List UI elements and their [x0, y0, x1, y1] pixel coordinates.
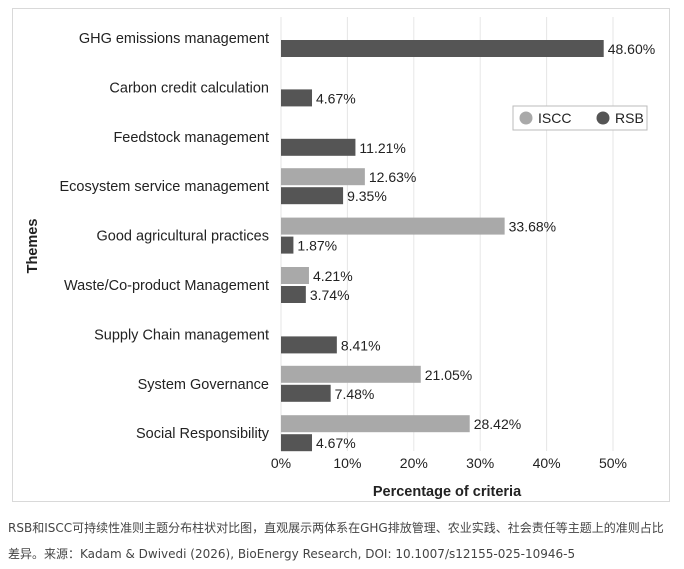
category-label: Supply Chain management: [94, 327, 269, 343]
bar-rsb: [281, 40, 604, 57]
data-label-iscc: 12.63%: [369, 169, 416, 185]
data-label-iscc: 28.42%: [474, 416, 521, 432]
legend-marker-rsb: [596, 111, 610, 125]
category-label: GHG emissions management: [79, 31, 269, 47]
legend-marker-iscc: [519, 111, 533, 125]
category-label: Good agricultural practices: [97, 229, 269, 245]
data-label-iscc: 4.21%: [313, 268, 353, 284]
caption-line-2: 差异。来源：Kadam & Dwivedi (2026), BioEnergy …: [8, 547, 576, 561]
caption-line-1: RSB和ISCC可持续性准则主题分布柱状对比图，直观展示两体系在GHG排放管理、…: [8, 521, 664, 535]
x-tick-label: 20%: [400, 455, 428, 471]
legend-label-iscc: ISCC: [538, 110, 571, 126]
bar-iscc: [281, 415, 470, 433]
data-label-rsb: 1.87%: [297, 238, 337, 254]
bar-iscc: [281, 217, 505, 235]
category-label: Carbon credit calculation: [109, 80, 269, 96]
x-tick-label: 30%: [466, 455, 494, 471]
category-label: Feedstock management: [113, 130, 269, 146]
data-label-rsb: 11.21%: [359, 140, 405, 156]
data-label-rsb: 48.60%: [608, 41, 655, 57]
category-label: Social Responsibility: [136, 426, 270, 442]
bar-chart: 0% 10% 20% 30% 40% 50% GHG emissions managemen…: [25, 17, 655, 500]
legend-label-rsb: RSB: [615, 110, 644, 126]
y-axis-title: Themes: [25, 219, 41, 274]
data-label-rsb: 4.67%: [316, 435, 356, 451]
bar-rsb: [281, 336, 337, 354]
chart-figure: 0% 10% 20% 30% 40% 50% GHG emissions managemen…: [12, 8, 670, 502]
category-label: Waste/Co-product Management: [64, 278, 269, 294]
bar-rsb: [281, 384, 331, 402]
data-label-rsb: 8.41%: [341, 337, 381, 353]
bar-rsb: [281, 236, 294, 254]
x-tick-label: 50%: [599, 455, 627, 471]
bar-iscc: [281, 365, 421, 383]
data-label-rsb: 7.48%: [335, 386, 375, 402]
data-label-rsb: 3.74%: [310, 287, 350, 303]
x-tick-label: 0%: [271, 455, 291, 471]
x-axis-title: Percentage of criteria: [373, 484, 522, 500]
data-label-iscc: 21.05%: [425, 367, 472, 383]
data-label-rsb: 4.67%: [316, 90, 356, 106]
bar-iscc: [281, 168, 365, 186]
bar-rsb: [281, 286, 306, 303]
category-label: System Governance: [138, 377, 269, 393]
bar-rsb: [281, 89, 313, 107]
bar-iscc: [281, 267, 309, 284]
x-tick-label: 40%: [533, 455, 561, 471]
bar-rsb: [281, 138, 356, 156]
x-tick-label: 10%: [333, 455, 361, 471]
legend-box: [512, 105, 648, 131]
bar-rsb: [281, 434, 313, 452]
bar-rsb: [281, 187, 344, 205]
category-label: Ecosystem service management: [59, 179, 269, 195]
data-label-iscc: 33.68%: [509, 219, 556, 235]
data-label-rsb: 9.35%: [347, 188, 387, 204]
